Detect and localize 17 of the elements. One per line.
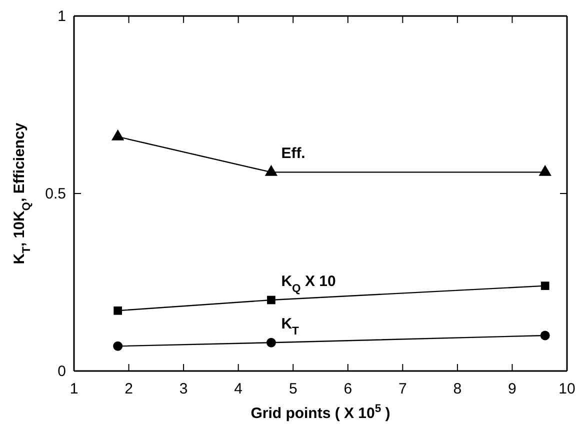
series-label: Eff. (281, 145, 306, 162)
y-tick-label: 0 (58, 362, 66, 380)
x-tick-label: 7 (398, 380, 407, 398)
x-tick-label: 10 (558, 380, 576, 398)
series-label: K$_{T}$ (281, 316, 300, 338)
x-tick-label: 4 (234, 380, 243, 398)
x-tick-label: 6 (344, 380, 352, 398)
x-tick-label: 3 (179, 380, 188, 398)
series-label: K$_{Q}$ X 10 (281, 273, 336, 295)
y-tick-label: 0.5 (45, 185, 66, 202)
x-tick-label: 9 (508, 380, 516, 398)
x-tick-label: 5 (288, 380, 298, 398)
x-tick-label: 8 (453, 380, 462, 398)
y-tick-label: 1 (58, 8, 66, 25)
x-tick-label: 1 (70, 380, 78, 398)
x-tick-label: 2 (124, 380, 133, 398)
x-axis-title: Grid points ( X 10$^{5}$ ) (250, 403, 390, 422)
